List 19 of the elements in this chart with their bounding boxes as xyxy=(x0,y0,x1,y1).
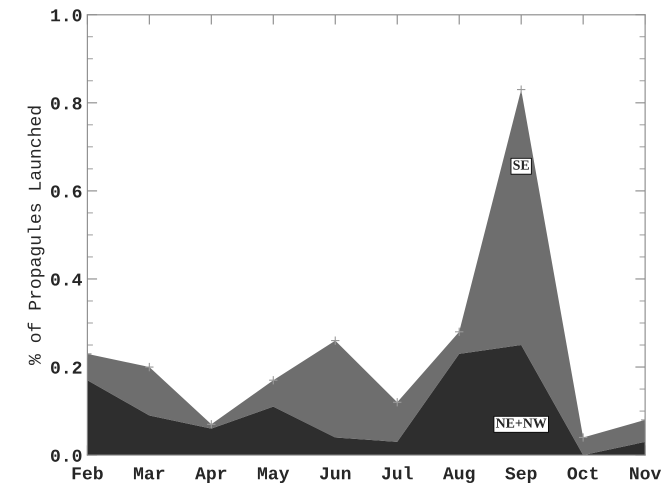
y-tick-label: 0.4 xyxy=(51,273,82,286)
y-axis-title: % of Propagules Launched xyxy=(28,106,44,365)
series-label: SE xyxy=(513,160,529,170)
x-tick-label: May xyxy=(258,467,290,484)
x-tick-label: Feb xyxy=(72,466,103,480)
x-tick-label: Mar xyxy=(134,467,164,480)
x-tick-label: Jul xyxy=(382,466,413,480)
y-tick-label: 1.0 xyxy=(51,9,82,22)
y-tick-label: 0.6 xyxy=(51,185,82,198)
series-label: NE+NW xyxy=(496,418,547,428)
x-tick-label: Apr xyxy=(195,467,226,484)
y-tick-label: 0.2 xyxy=(51,361,82,374)
x-tick-label: Oct xyxy=(568,467,598,480)
x-tick-label: Sep xyxy=(505,467,537,484)
y-tick-label: 0.8 xyxy=(51,97,82,110)
x-tick-label: Aug xyxy=(442,467,474,484)
x-tick-label: Nov xyxy=(630,467,662,480)
x-tick-label: Jun xyxy=(320,467,350,480)
y-tick-label: 0.0 xyxy=(51,450,82,462)
